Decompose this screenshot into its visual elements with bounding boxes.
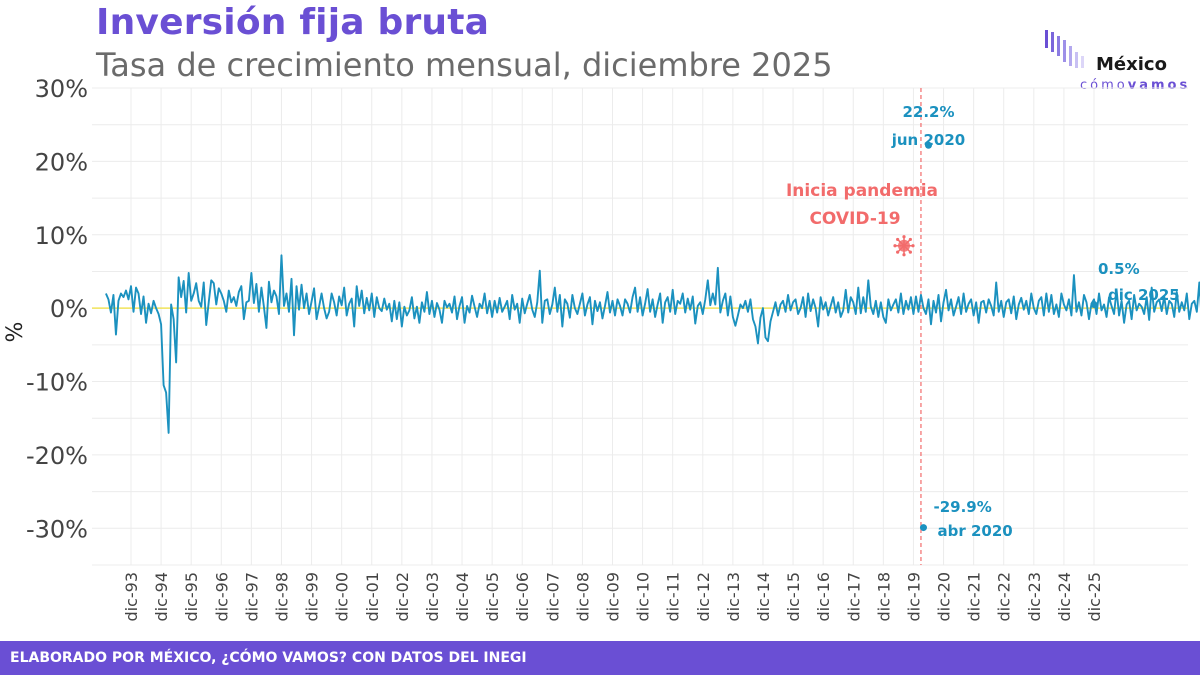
x-tick-label: dic-06	[513, 572, 532, 622]
virus-spike-tip	[902, 253, 906, 257]
x-tick-label: dic-10	[634, 572, 653, 622]
x-tick-label: dic-02	[393, 572, 412, 622]
annotation-value: 0.5%	[1098, 260, 1140, 278]
x-tick-label: dic-11	[664, 572, 683, 622]
virus-icon	[893, 235, 915, 257]
y-tick-label: -20%	[26, 442, 88, 470]
chart-subtitle: Tasa de crecimiento mensual, diciembre 2…	[96, 46, 833, 84]
annotation-date: dic 2025	[1108, 286, 1180, 304]
annotation-date: jun 2020	[891, 131, 965, 149]
annotation-point	[1090, 300, 1098, 308]
y-axis: -30% -20% -10% 0% 10% 20% 30%%	[3, 75, 88, 543]
virus-spike-tip	[911, 244, 915, 248]
virus-body	[898, 239, 910, 252]
x-tick-label: dic-21	[965, 572, 984, 622]
logo-tagline-a: cómo	[1080, 78, 1128, 93]
x-tick-label: dic-04	[453, 572, 472, 622]
x-tick-label: dic-99	[303, 572, 322, 622]
x-tick-label: dic-94	[152, 572, 171, 622]
annotation-date: abr 2020	[937, 522, 1012, 540]
x-tick-label: dic-08	[573, 572, 592, 622]
x-tick-label: dic-18	[874, 572, 893, 622]
annotation-value: -29.9%	[933, 498, 991, 516]
footer-bar: ELABORADO POR MÉXICO, ¿CÓMO VAMOS? CON D…	[0, 641, 1200, 675]
pandemic-label-line2: COVID-19	[809, 209, 900, 229]
y-tick-label: -10%	[26, 369, 88, 397]
pandemic-marker: Inicia pandemia COVID-19	[786, 88, 938, 565]
y-axis-label: %	[3, 322, 28, 343]
bar-chart-icon	[1045, 30, 1084, 68]
mexico-como-vamos-logo: México cómovamos	[1040, 26, 1187, 96]
x-tick-label: dic-97	[242, 572, 261, 622]
line-chart: Inicia pandemia COVID-19 -30% -20% -10% 0% 10…	[3, 75, 1200, 622]
x-tick-label: dic-22	[995, 572, 1014, 622]
footer-source: ELABORADO POR MÉXICO, ¿CÓMO VAMOS? CON D…	[10, 650, 527, 666]
x-tick-label: dic-07	[543, 572, 562, 622]
logo-tagline: cómovamos	[1080, 78, 1190, 93]
x-tick-label: dic-13	[724, 572, 743, 622]
y-tick-label: 30%	[35, 75, 88, 103]
chart-title: Inversión fija bruta	[96, 2, 490, 43]
virus-spike-tip	[908, 250, 912, 254]
x-tick-label: dic-03	[423, 572, 442, 622]
x-tick-label: dic-01	[363, 572, 382, 622]
x-tick-label: dic-20	[935, 572, 954, 622]
x-tick-label: dic-98	[272, 572, 291, 622]
virus-spike-tip	[896, 237, 900, 242]
y-tick-label: -30%	[26, 515, 88, 543]
x-tick-label: dic-19	[904, 572, 923, 622]
series-line	[105, 254, 1200, 434]
x-tick-label: dic-00	[333, 572, 352, 622]
series-layer	[105, 254, 1200, 434]
x-tick-label: dic-09	[604, 572, 623, 622]
x-tick-label: dic-12	[694, 572, 713, 622]
x-axis: dic-93 dic-94 dic-95 dic-96 dic-97 dic-98 dic-…	[122, 572, 1104, 622]
y-tick-label: 10%	[35, 222, 88, 250]
logo-name: México	[1096, 54, 1167, 75]
y-tick-label: 0%	[50, 295, 88, 323]
x-tick-label: dic-93	[122, 572, 141, 622]
chart-gridlines	[92, 87, 1188, 566]
virus-spike-tip	[902, 235, 906, 239]
virus-spike-tip	[896, 250, 900, 254]
x-tick-label: dic-05	[483, 572, 502, 622]
x-tick-label: dic-15	[784, 572, 803, 622]
x-tick-label: dic-16	[814, 572, 833, 622]
pandemic-label-line1: Inicia pandemia	[786, 181, 938, 201]
y-tick-label: 20%	[35, 148, 88, 176]
x-tick-label: dic-23	[1025, 572, 1044, 622]
annotations: 22.2% jun 2020 -29.9% abr 2020 0.5% dic 2025	[891, 103, 1180, 540]
logo-tagline-b: vamos	[1127, 78, 1191, 93]
annotation-point	[919, 524, 927, 532]
x-tick-label: dic-25	[1085, 572, 1104, 622]
x-tick-label: dic-96	[212, 572, 231, 622]
annotation-point	[924, 141, 932, 149]
x-tick-label: dic-14	[754, 572, 773, 622]
virus-spike-tip	[893, 244, 897, 248]
virus-spike-tip	[908, 237, 912, 242]
x-tick-label: dic-17	[844, 572, 863, 622]
x-tick-label: dic-24	[1055, 572, 1074, 622]
annotation-value: 22.2%	[902, 103, 954, 121]
x-tick-label: dic-95	[182, 572, 201, 622]
